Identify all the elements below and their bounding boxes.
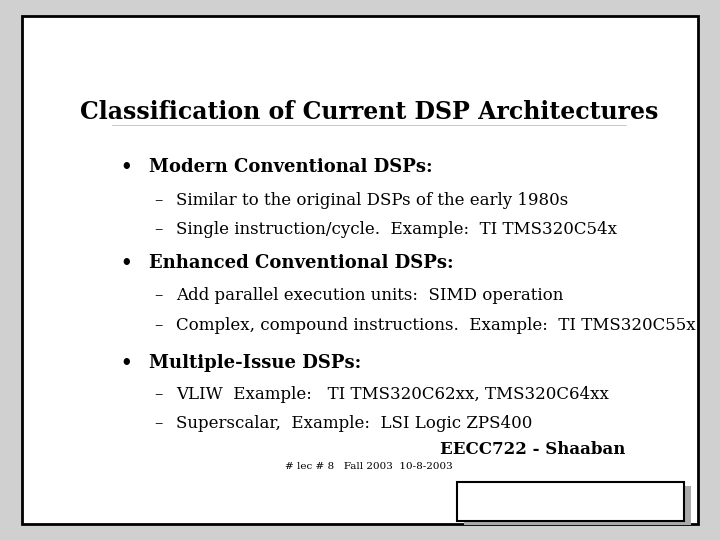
Text: Add parallel execution units:  SIMD operation: Add parallel execution units: SIMD opera… xyxy=(176,287,564,304)
Text: –: – xyxy=(154,287,163,304)
Text: –: – xyxy=(154,317,163,334)
Text: Multiple-Issue DSPs:: Multiple-Issue DSPs: xyxy=(148,354,361,372)
Text: Classification of Current DSP Architectures: Classification of Current DSP Architectu… xyxy=(80,100,658,124)
Text: Single instruction/cycle.  Example:  TI TMS320C54x: Single instruction/cycle. Example: TI TM… xyxy=(176,221,618,238)
Text: Complex, compound instructions.  Example:  TI TMS320C55x: Complex, compound instructions. Example:… xyxy=(176,317,696,334)
Text: –: – xyxy=(154,221,163,238)
Text: –: – xyxy=(154,386,163,403)
Text: Enhanced Conventional DSPs:: Enhanced Conventional DSPs: xyxy=(148,254,453,272)
Text: EECC722 - Shaaban: EECC722 - Shaaban xyxy=(441,441,626,458)
Text: –: – xyxy=(154,192,163,208)
Text: Similar to the original DSPs of the early 1980s: Similar to the original DSPs of the earl… xyxy=(176,192,569,208)
Text: Superscalar,  Example:  LSI Logic ZPS400: Superscalar, Example: LSI Logic ZPS400 xyxy=(176,415,533,432)
Text: Modern Conventional DSPs:: Modern Conventional DSPs: xyxy=(148,158,432,177)
Text: –: – xyxy=(154,415,163,432)
Text: # lec # 8   Fall 2003  10-8-2003: # lec # 8 Fall 2003 10-8-2003 xyxy=(285,462,453,471)
Text: VLIW  Example:   TI TMS320C62xx, TMS320C64xx: VLIW Example: TI TMS320C62xx, TMS320C64x… xyxy=(176,386,609,403)
Text: •: • xyxy=(121,158,132,177)
Text: •: • xyxy=(121,254,132,272)
Text: •: • xyxy=(121,354,132,372)
